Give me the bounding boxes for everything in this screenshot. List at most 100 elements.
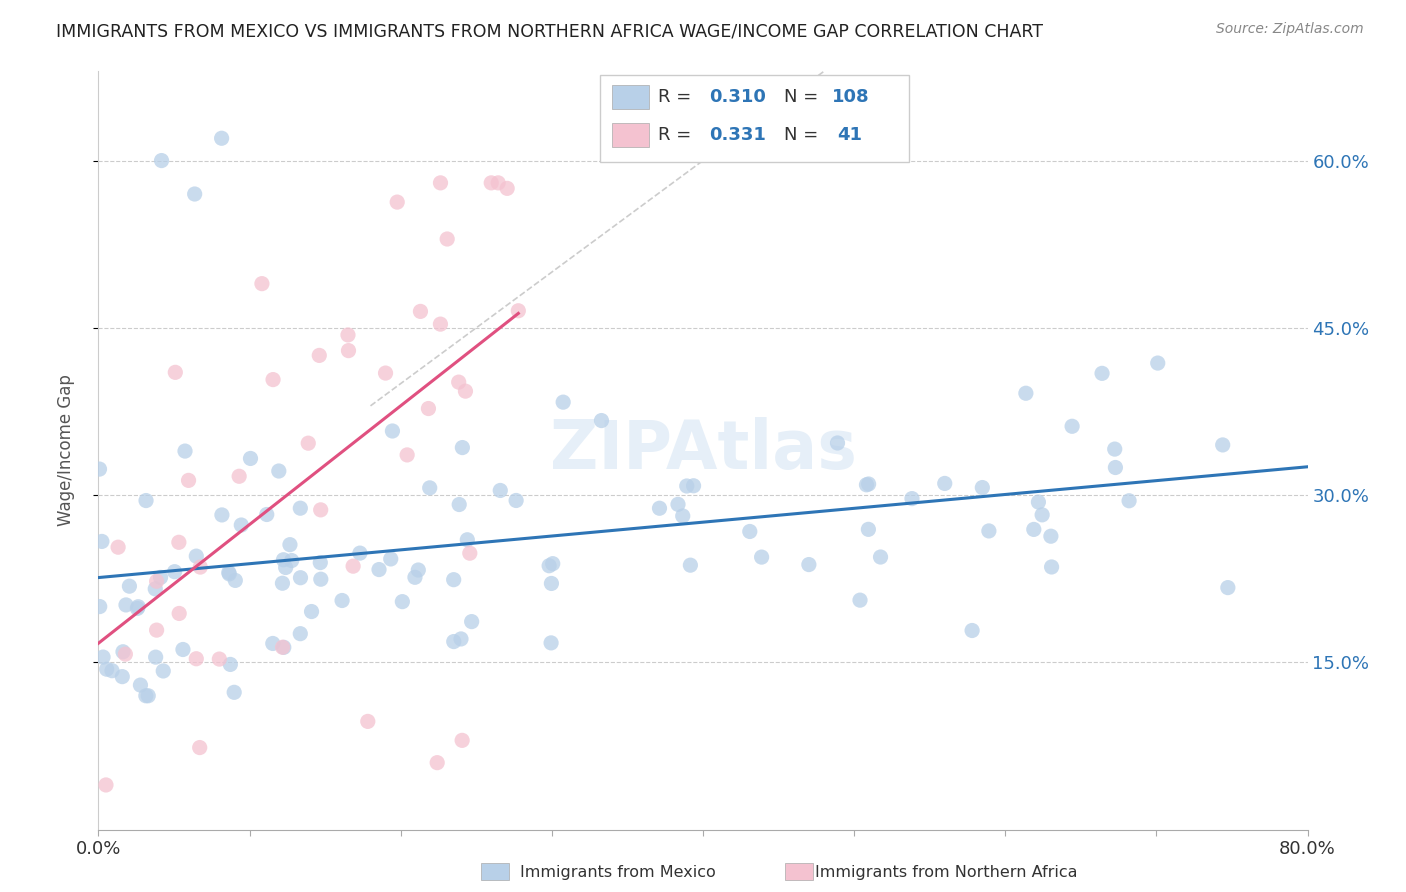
Point [675,479,697,493]
Point [738,524,761,539]
Point [450,632,472,646]
Point [136,689,159,703]
Point [486,176,509,190]
Point [419,481,441,495]
Point [858,477,880,491]
Point [460,615,482,629]
Point [404,570,426,584]
Point [308,348,330,362]
Point [271,640,294,655]
Point [231,518,253,533]
Point [396,448,419,462]
FancyBboxPatch shape [600,75,908,162]
Point [342,559,364,574]
Point [458,546,481,560]
Point [447,375,470,389]
Point [224,574,246,588]
Point [211,131,233,145]
Point [211,508,233,522]
Point [1104,460,1126,475]
Point [408,563,430,577]
Point [380,552,402,566]
Point [262,373,284,387]
Point [297,436,319,450]
Point [429,176,451,190]
Bar [481,863,509,880]
Point [666,497,689,511]
Text: 108: 108 [832,88,870,106]
Point [1118,493,1140,508]
Point [177,474,200,488]
Point [436,232,458,246]
Point [152,664,174,678]
Point [869,549,891,564]
Point [409,304,432,318]
Point [387,195,409,210]
Point [855,478,877,492]
Point [301,605,323,619]
Point [336,327,359,342]
Point [274,560,297,574]
Point [309,503,332,517]
Point [250,277,273,291]
Point [149,570,172,584]
Point [218,566,240,580]
Point [262,636,284,650]
Point [219,657,242,672]
Point [90,534,112,549]
Point [107,540,129,554]
Point [167,535,190,549]
Point [111,670,134,684]
Point [309,556,332,570]
Point [290,501,312,516]
Point [540,636,562,650]
Text: Immigrants from Mexico: Immigrants from Mexico [520,865,716,880]
Point [496,181,519,195]
Point [127,601,149,615]
Point [591,413,613,427]
Point [89,462,111,476]
Point [89,599,111,614]
Point [145,623,167,637]
Point [934,476,956,491]
Text: 0.331: 0.331 [709,126,766,144]
Point [94,778,117,792]
Point [280,553,302,567]
Point [256,508,278,522]
Point [1216,581,1239,595]
Point [96,662,118,676]
Y-axis label: Wage/Income Gap: Wage/Income Gap [56,375,75,526]
Point [682,479,704,493]
Text: Source: ZipAtlas.com: Source: ZipAtlas.com [1216,22,1364,37]
Point [357,714,380,729]
Bar [613,85,648,110]
Point [115,598,138,612]
Point [101,664,124,678]
Point [290,626,312,640]
Point [167,607,190,621]
Point [391,594,413,608]
Point [135,493,157,508]
Point [273,553,295,567]
Text: N =: N = [785,88,824,106]
Point [541,557,564,571]
Point [91,650,114,665]
Point [977,524,1000,538]
Point [1039,529,1062,543]
Point [188,740,211,755]
Point [278,538,301,552]
Point [451,733,474,747]
Point [751,550,773,565]
Point [174,444,197,458]
Point [330,593,353,607]
Point [454,384,477,399]
Point [239,451,262,466]
Point [337,343,360,358]
Point [449,498,471,512]
Point [849,593,872,607]
Text: N =: N = [785,126,824,144]
Point [648,501,671,516]
Point [172,642,194,657]
Point [145,650,167,665]
Point [1091,367,1114,381]
